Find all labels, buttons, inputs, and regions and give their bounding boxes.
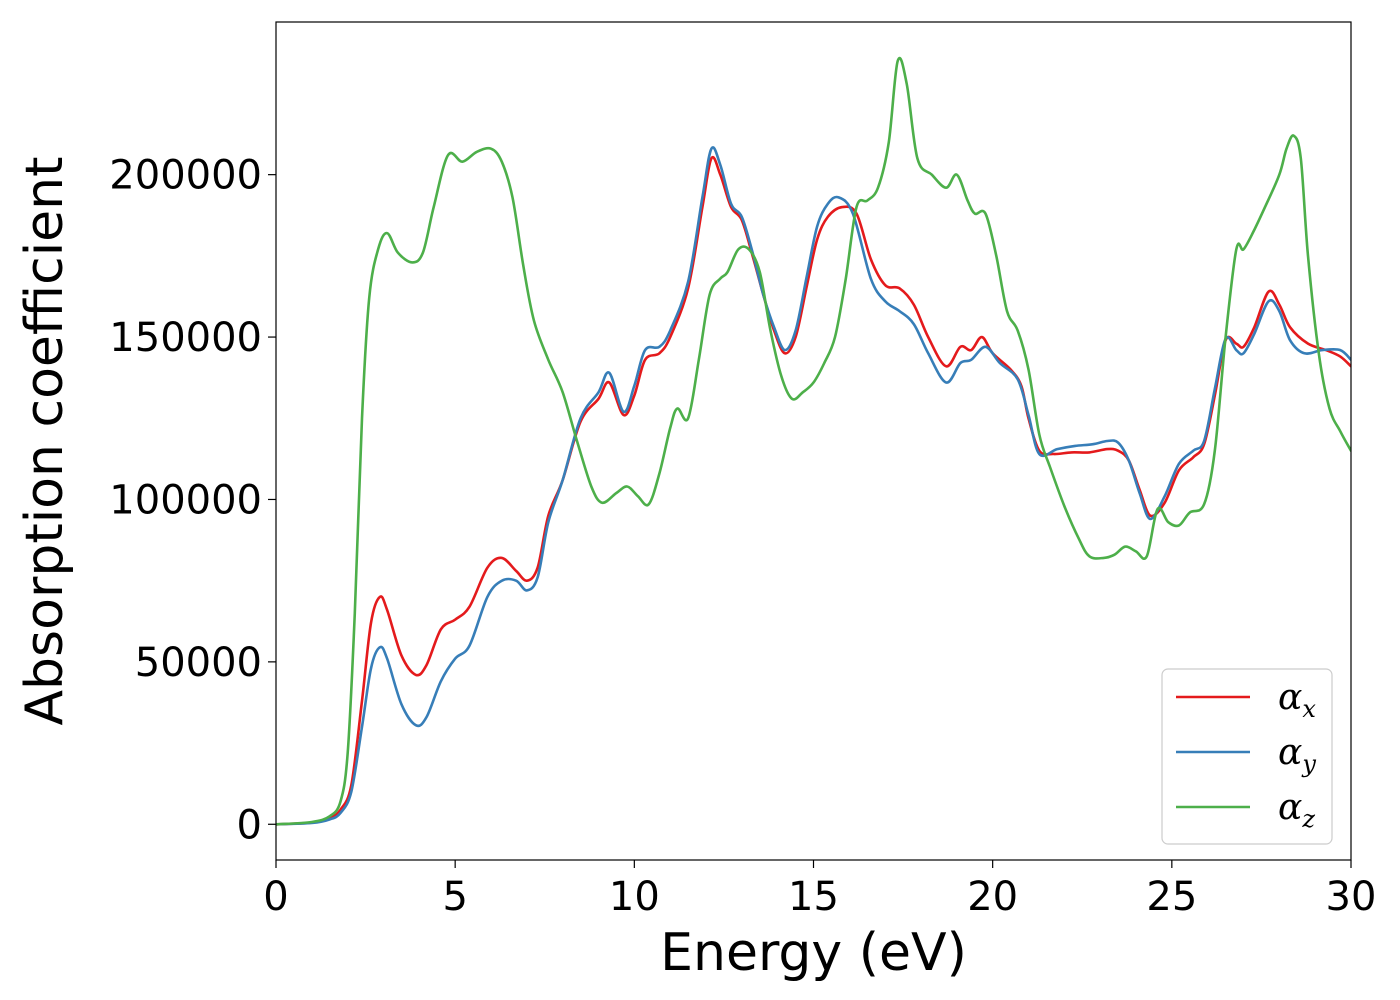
y-tick-label: 200000 — [109, 153, 262, 199]
x-axis-label: Energy (eV) — [660, 923, 967, 983]
series-line-x — [276, 155, 1351, 826]
x-tick-label: 10 — [609, 874, 660, 920]
series-layer — [276, 56, 1351, 826]
x-tick-label: 30 — [1326, 874, 1377, 920]
legend-entry-y: αy — [1176, 732, 1316, 778]
x-axis-ticks: 0 5 10 15 20 25 30 — [263, 860, 1376, 920]
legend-entry-z: αz — [1176, 787, 1315, 833]
x-tick-label: 25 — [1146, 874, 1197, 920]
y-axis-ticks: 0 50000 100000 150000 200000 — [109, 153, 276, 848]
y-tick-label: 150000 — [109, 315, 262, 361]
legend-label: αz — [1278, 787, 1315, 833]
x-tick-label: 20 — [967, 874, 1018, 920]
x-tick-label: 0 — [263, 874, 288, 920]
legend-box — [1161, 668, 1333, 845]
series-line-z — [276, 56, 1351, 826]
legend-label: αy — [1278, 732, 1316, 778]
y-axis-label: Absorption coefficient — [15, 156, 75, 725]
legend-entry-x: αx — [1176, 677, 1316, 723]
y-tick-label: 100000 — [109, 477, 262, 523]
y-tick-label: 0 — [237, 802, 262, 848]
series-line-y — [276, 146, 1351, 826]
y-tick-label: 50000 — [135, 640, 262, 686]
legend-label: αx — [1278, 677, 1316, 723]
x-tick-label: 5 — [442, 874, 467, 920]
x-tick-label: 15 — [788, 874, 839, 920]
legend: αx αy αz — [1161, 668, 1333, 845]
